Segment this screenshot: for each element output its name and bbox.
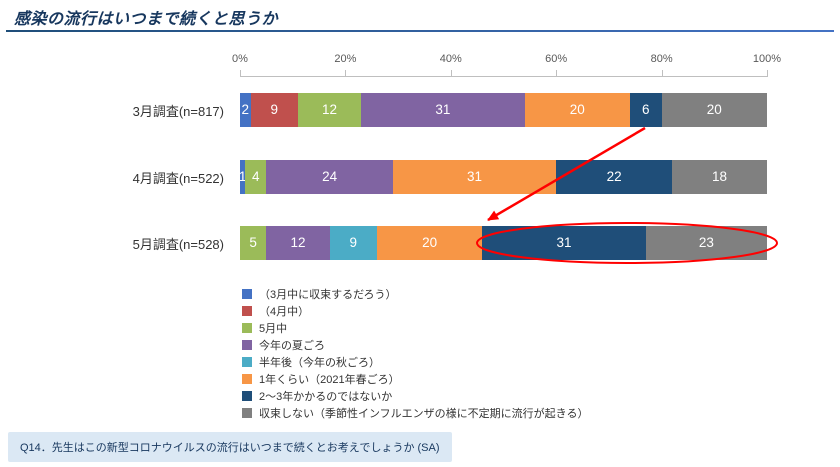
bar-segment-value: 20: [422, 235, 438, 251]
bar-segment: 9: [250, 93, 298, 127]
bar-segment: 20: [377, 226, 483, 260]
axis-tick-mark: [767, 70, 768, 77]
bar-segment: 2: [240, 93, 251, 127]
question-text: Q14．先生はこの新型コロナウイルスの流行はいつまで続くとお考えでしょうか (S…: [20, 442, 440, 454]
legend-item: 今年の夏ごろ: [242, 338, 588, 352]
axis-tick-mark: [661, 70, 663, 77]
bar-segment: 18: [672, 160, 767, 194]
legend-item: 半年後（今年の秋ごろ）: [242, 355, 588, 369]
category-label: 5月調査(n=528): [132, 236, 224, 252]
bar-segment-value: 31: [435, 102, 451, 118]
bar-segment-value: 31: [466, 169, 482, 185]
bar-segment: 9: [329, 226, 377, 260]
axis-tick-mark: [450, 70, 452, 77]
axis-tick-label: 20%: [334, 53, 357, 65]
axis-tick-label: 100%: [752, 53, 782, 65]
bar-segment-value: 2: [241, 102, 250, 118]
legend-label: 5月中: [259, 322, 288, 335]
legend-swatch: [242, 305, 252, 316]
bar-segment-value: 24: [322, 169, 338, 185]
legend-swatch: [242, 356, 252, 367]
bar-segment: 12: [297, 93, 362, 127]
bar-segment-value: 12: [290, 235, 306, 251]
bar-segment-value: 4: [252, 169, 260, 185]
bar-segment: 5: [240, 226, 267, 260]
chart-legend: （3月中に収束するだろう） （4月中） 5月中今年の夏ごろ半年後（今年の秋ごろ） 1年…: [242, 287, 588, 423]
legend-label: 1年くらい（2021年春ごろ）: [259, 373, 400, 386]
axis-tick-label: 60%: [545, 53, 568, 65]
bar-segment: 1: [238, 160, 247, 194]
legend-item: 2〜3年かかるのではないか: [242, 389, 588, 403]
bar-segment: 31: [361, 93, 525, 127]
legend-label: （3月中に収束するだろう）: [259, 288, 397, 301]
bar-segment-value: 9: [270, 102, 278, 118]
page-title: 感染の流行はいつまで続くと思うか: [14, 11, 279, 28]
bar-segment: 22: [556, 160, 673, 194]
bar-segment-value: 12: [322, 102, 338, 118]
legend-swatch: [242, 373, 252, 384]
legend-item: 1年くらい（2021年春ごろ）: [242, 372, 588, 386]
bar-segment-value: 31: [556, 235, 572, 251]
legend-swatch: [242, 390, 252, 401]
bar-segment: 31: [482, 226, 646, 260]
bar-segment-value: 20: [569, 102, 585, 118]
category-label: 3月調査(n=817): [132, 103, 224, 119]
axis-tick-mark: [556, 70, 558, 77]
stacked-bar: 1 4 24 31 22 18: [238, 160, 767, 194]
legend-label: （4月中）: [259, 305, 310, 318]
stacked-bar: 5 12 9 20 31 23: [240, 226, 767, 260]
legend-label: 収束しない（季節性インフルエンザの様に不定期に流行が起きる）: [259, 407, 589, 420]
bar-segment: 12: [266, 226, 330, 260]
category-label: 4月調査(n=522): [132, 170, 224, 186]
bar-segment-value: 23: [698, 235, 714, 251]
legend-swatch: [242, 322, 252, 333]
question-box: Q14．先生はこの新型コロナウイルスの流行はいつまで続くとお考えでしょうか (S…: [8, 432, 452, 462]
title-underline: [6, 30, 834, 32]
bar-segment: 4: [245, 160, 267, 194]
bar-segment: 6: [629, 93, 662, 127]
bar-segment-value: 20: [706, 102, 722, 118]
legend-swatch: [242, 288, 252, 299]
legend-item: （4月中）: [242, 304, 588, 318]
bar-segment: 20: [524, 93, 630, 127]
bar-segment: 20: [661, 93, 767, 127]
bar-segment: 23: [645, 226, 767, 260]
bar-segment-value: 5: [249, 235, 257, 251]
stacked-bar: 2 9 12 31 20 6 20: [240, 93, 767, 127]
legend-label: 半年後（今年の秋ごろ）: [259, 356, 380, 369]
legend-swatch: [242, 339, 252, 350]
legend-label: 2〜3年かかるのではないか: [259, 390, 393, 403]
bar-segment-value: 6: [641, 102, 650, 118]
axis-tick-label: 40%: [439, 53, 462, 65]
axis-tick-label: 0%: [232, 53, 248, 65]
axis-tick-mark: [345, 70, 347, 77]
axis-tick-mark: [240, 70, 241, 77]
bar-segment: 31: [392, 160, 557, 194]
legend-swatch: [242, 407, 252, 418]
legend-item: 5月中: [242, 321, 588, 335]
legend-label: 今年の夏ごろ: [259, 339, 325, 352]
bar-segment-value: 18: [712, 169, 728, 185]
bar-segment: 24: [266, 160, 393, 194]
bar-segment-value: 9: [349, 235, 358, 251]
legend-item: 収束しない（季節性インフルエンザの様に不定期に流行が起きる）: [242, 406, 589, 420]
bar-segment-value: 22: [606, 169, 622, 185]
bar-segment-value: 1: [238, 169, 247, 185]
x-axis-line: [240, 76, 768, 77]
axis-tick-label: 80%: [650, 53, 673, 65]
legend-item: （3月中に収束するだろう）: [242, 287, 588, 301]
